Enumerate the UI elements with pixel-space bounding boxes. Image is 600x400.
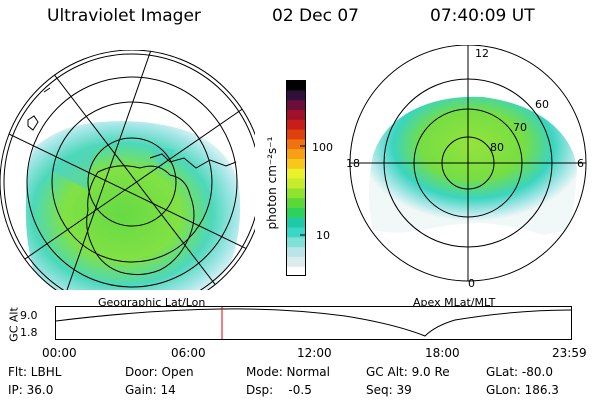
colorbar — [286, 80, 306, 276]
colorbar-cell — [286, 109, 306, 120]
colorbar-cell — [286, 256, 306, 267]
gc-altitude-timeline — [55, 306, 572, 340]
info-mode: Mode: Normal — [246, 365, 330, 379]
colorbar-cell — [286, 80, 306, 91]
mlt-label-12: 12 — [475, 47, 489, 60]
aurora-oval-magnetic — [369, 96, 577, 235]
mlt-label-18: 18 — [346, 157, 360, 170]
magnetic-polar-plot — [349, 45, 587, 282]
colorbar-cell — [286, 138, 306, 150]
timeline-xtick-12: 12:00 — [297, 346, 332, 360]
magnetic-caption: Apex MLat/MLT — [413, 296, 496, 309]
mlat-label-70: 70 — [513, 121, 527, 134]
colorbar-cell — [286, 89, 306, 101]
info-gain: Gain: 14 — [125, 383, 176, 397]
info-glon: GLon: 186.3 — [486, 383, 559, 397]
colorbar-cell — [286, 119, 306, 130]
colorbar-cell — [286, 158, 306, 169]
colorbar-cell — [286, 148, 306, 159]
geographic-caption: Geographic Lat/Lon — [98, 296, 206, 309]
timeline-ytick-9: 9.0 — [20, 309, 38, 322]
colorbar-cell — [286, 217, 306, 228]
antarctica-coastline — [86, 165, 195, 276]
colorbar-cell — [286, 207, 306, 218]
altitude-curve — [55, 308, 572, 337]
colorbar-cell — [286, 168, 306, 179]
timeline-ytitle: GC Alt — [7, 307, 21, 342]
info-filter: Flt: LBHL — [8, 365, 62, 379]
date-label: 02 Dec 07 — [272, 6, 359, 26]
mlat-label-60: 60 — [535, 98, 549, 111]
mlat-label-80: 80 — [490, 141, 504, 154]
colorbar-cell — [286, 266, 306, 276]
info-glat: GLat: -80.0 — [486, 365, 553, 379]
timeline-xtick-6: 06:00 — [171, 346, 206, 360]
info-dsp: Dsp: -0.5 — [246, 383, 312, 397]
colorbar-tick-10: 10 — [316, 229, 330, 242]
info-seq: Seq: 39 — [366, 383, 412, 397]
info-ip: IP: 36.0 — [8, 383, 54, 397]
colorbar-cell — [286, 246, 306, 257]
timeline-xtick-end: 23:59 — [552, 346, 587, 360]
mlt-label-6: 6 — [577, 157, 584, 170]
info-gc-alt: GC Alt: 9.0 Re — [366, 365, 450, 379]
time-label: 07:40:09 UT — [430, 6, 535, 26]
colorbar-cell — [286, 187, 306, 199]
colorbar-cell — [286, 129, 306, 140]
timeline-ytick-1.8: 1.8 — [20, 326, 38, 339]
instrument-title: Ultraviolet Imager — [47, 6, 201, 26]
colorbar-tick-100: 100 — [312, 141, 333, 154]
colorbar-unit-label: photon cm⁻²s⁻¹ — [265, 136, 279, 230]
colorbar-cell — [286, 99, 306, 110]
colorbar-cell — [286, 197, 306, 208]
colorbar-cell — [286, 178, 306, 189]
colorbar-cell — [286, 236, 306, 248]
info-door: Door: Open — [125, 365, 194, 379]
colorbar-cell — [286, 227, 306, 238]
mlt-label-0: 0 — [468, 277, 475, 290]
timeline-xtick-18: 18:00 — [425, 346, 460, 360]
timeline-xtick-0: 00:00 — [42, 346, 77, 360]
geographic-map — [0, 50, 255, 290]
